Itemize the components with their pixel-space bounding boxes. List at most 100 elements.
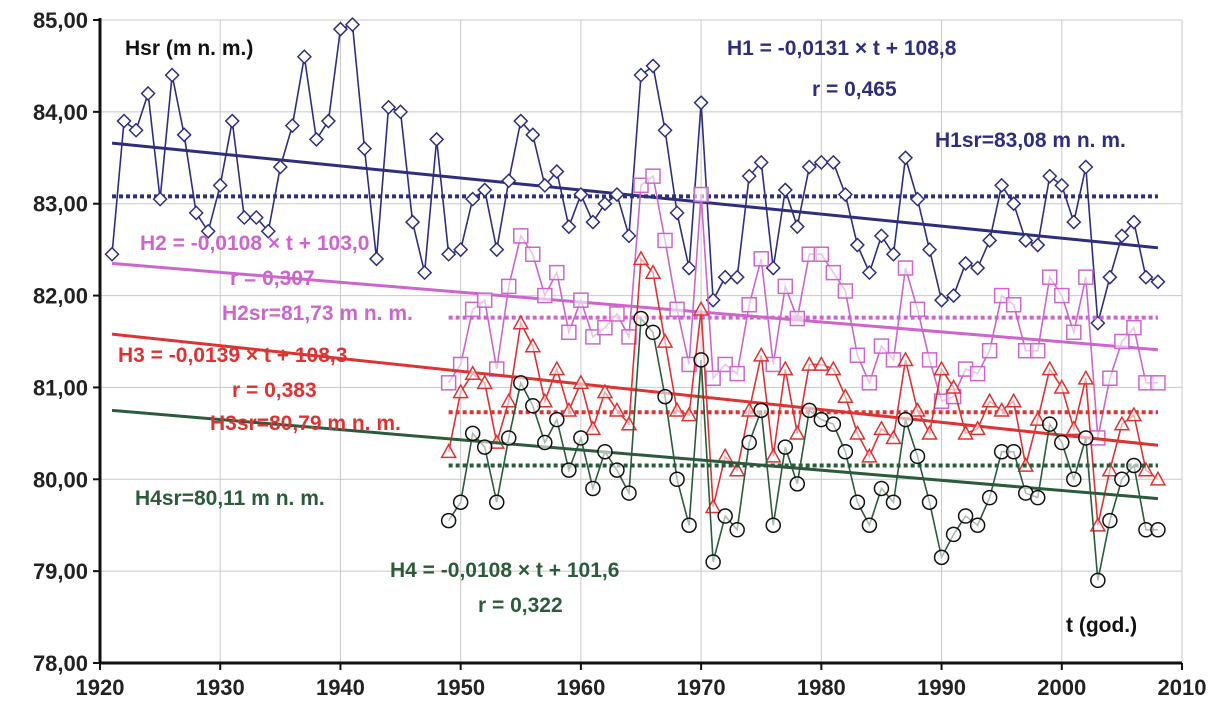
- data-point: [1029, 411, 1047, 426]
- data-point: [585, 329, 601, 345]
- data-point: [789, 219, 805, 235]
- data-point: [765, 356, 781, 373]
- data-point: [693, 352, 709, 368]
- xlabel: t (god.): [1066, 614, 1137, 637]
- data-point: [332, 21, 349, 37]
- data-point: [981, 489, 998, 506]
- data-point: [1066, 471, 1082, 488]
- data-point: [104, 246, 120, 262]
- data-point: [537, 434, 553, 451]
- data-point: [525, 398, 541, 414]
- data-point: [1053, 378, 1071, 394]
- data-point: [476, 374, 493, 390]
- y-tick-label: 78,00: [33, 651, 88, 676]
- data-point: [320, 113, 336, 129]
- data-point: [801, 402, 818, 419]
- x-tick-label: 2010: [1158, 675, 1207, 700]
- data-point: [621, 485, 637, 501]
- data-point: [1054, 434, 1070, 451]
- data-point: [981, 392, 998, 408]
- series-4: [111, 310, 1166, 589]
- data-point: [500, 392, 518, 408]
- data-point: [1005, 443, 1022, 460]
- trend-line: [111, 408, 1159, 501]
- data-point: [969, 365, 986, 382]
- data-point: [945, 378, 962, 394]
- data-point: [1113, 415, 1131, 431]
- data-point: [740, 401, 758, 417]
- series-1-mean: H1sr=83,08 m n. m.: [935, 129, 1126, 152]
- data-point: [873, 480, 890, 497]
- data-point: [644, 264, 662, 279]
- data-point: [308, 131, 324, 147]
- data-point: [981, 342, 998, 359]
- data-point: [176, 127, 192, 143]
- data-point: [597, 319, 613, 336]
- trend-line: [111, 141, 1159, 250]
- data-point: [885, 352, 902, 368]
- data-point: [921, 424, 938, 440]
- data-point: [789, 424, 806, 440]
- data-point: [958, 255, 974, 271]
- data-point: [441, 246, 457, 262]
- data-point: [476, 439, 493, 455]
- data-point: [1150, 375, 1166, 391]
- data-point: [813, 355, 830, 371]
- data-point: [633, 67, 649, 83]
- data-point: [1029, 489, 1046, 506]
- data-point: [621, 228, 637, 244]
- data-point: [609, 306, 625, 322]
- data-point: [777, 439, 794, 455]
- data-point: [897, 150, 914, 166]
- data-point: [501, 173, 517, 189]
- y-tick-label: 82,00: [33, 284, 88, 309]
- data-point: [645, 324, 661, 341]
- data-point: [609, 462, 625, 478]
- y-tick-label: 81,00: [33, 375, 88, 400]
- data-point: [429, 131, 445, 147]
- data-point: [668, 401, 686, 417]
- data-point: [681, 260, 697, 276]
- data-line: [447, 256, 1159, 526]
- data-point: [861, 447, 878, 463]
- data-point: [837, 388, 854, 403]
- data-point: [728, 461, 746, 477]
- data-point: [633, 310, 649, 327]
- data-point: [548, 360, 566, 376]
- data-point: [1114, 471, 1130, 488]
- data-point: [1126, 319, 1142, 336]
- data-point: [573, 186, 589, 203]
- data-point: [513, 228, 529, 244]
- data-point: [741, 168, 757, 184]
- data-point: [717, 356, 733, 373]
- data-point: [549, 411, 565, 428]
- data-point: [789, 476, 806, 492]
- data-point: [536, 392, 554, 408]
- data-point: [464, 425, 481, 442]
- data-point: [645, 58, 661, 74]
- data-point: [1102, 370, 1118, 386]
- data-point: [417, 265, 433, 281]
- data-point: [825, 154, 841, 170]
- data-point: [921, 242, 938, 258]
- data-point: [885, 429, 902, 445]
- data-point: [849, 347, 866, 364]
- data-point: [669, 205, 685, 221]
- data-point: [717, 508, 733, 524]
- data-point: [909, 448, 926, 465]
- data-point: [657, 388, 673, 405]
- data-point: [825, 360, 842, 376]
- data-point: [1138, 269, 1154, 285]
- series-2-r: r = 0,307: [230, 267, 315, 290]
- data-point: [982, 232, 998, 249]
- data-point: [405, 214, 421, 230]
- data-point: [776, 360, 794, 376]
- data-point: [476, 292, 493, 308]
- data-point: [489, 242, 505, 258]
- data-point: [764, 447, 782, 463]
- data-line: [447, 316, 1158, 581]
- series-4-equation: H4 = -0,0108 × t + 101,6: [390, 559, 619, 582]
- data-point: [741, 434, 757, 451]
- series-3-mean: H3sr=80,79 m n. m.: [210, 412, 401, 435]
- data-point: [692, 300, 710, 316]
